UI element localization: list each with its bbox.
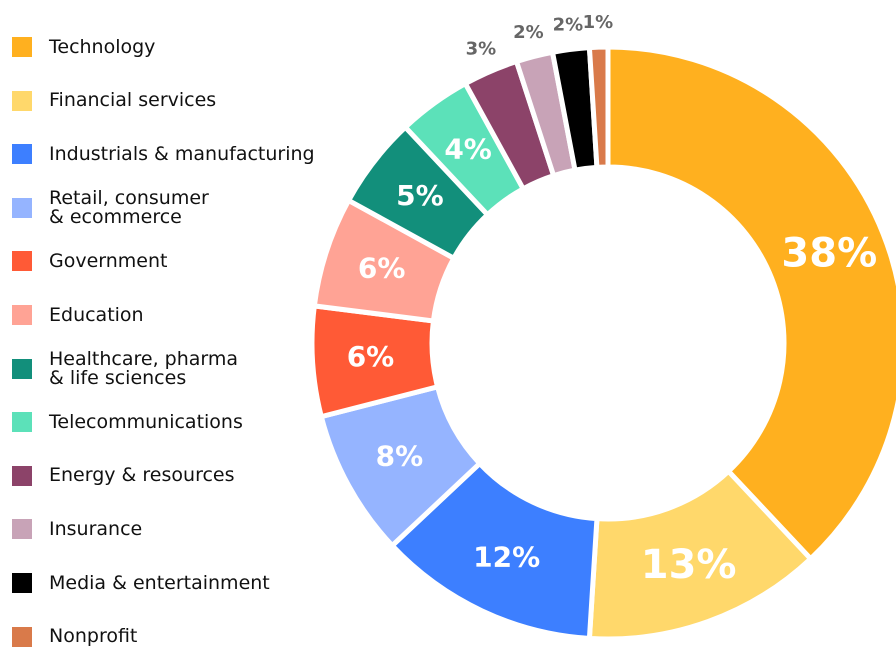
legend-label: Healthcare, pharma & life sciences — [49, 347, 239, 389]
donut-slice — [586, 44, 611, 170]
legend-swatch — [12, 144, 32, 165]
legend-swatch — [12, 412, 32, 433]
legend-item: Insurance — [12, 517, 142, 541]
value-label: 2% — [553, 15, 584, 36]
legend-label: Energy & resources — [49, 464, 235, 487]
value-label: 3% — [466, 38, 497, 59]
legend-item: Government — [12, 249, 168, 273]
legend-swatch — [12, 37, 32, 57]
value-label: 12% — [473, 540, 540, 573]
legend-item: Nonprofit — [12, 625, 137, 648]
legend-label: Education — [49, 303, 144, 326]
legend-label: Insurance — [49, 517, 143, 540]
legend-item: Education — [12, 303, 144, 327]
legend-swatch — [12, 305, 32, 325]
legend-item: Retail, consumer & ecommerce — [12, 188, 209, 226]
value-label: 5% — [396, 179, 444, 212]
value-label: 6% — [358, 251, 406, 284]
donut-slice — [605, 44, 896, 563]
legend-item: Energy & resources — [12, 464, 235, 488]
legend-label: Retail, consumer & ecommerce — [49, 186, 209, 228]
value-label: 38% — [781, 230, 877, 276]
legend-swatch — [12, 90, 32, 111]
legend-label: Telecommunications — [49, 410, 243, 433]
legend-label: Industrials & manufacturing — [49, 142, 315, 165]
legend-label: Financial services — [49, 89, 217, 112]
legend-swatch — [12, 465, 32, 486]
legend-item: Media & entertainment — [12, 571, 270, 595]
legend-swatch — [12, 626, 32, 647]
value-label: 1% — [583, 12, 614, 33]
legend-item: Telecommunications — [12, 410, 243, 434]
legend-swatch — [12, 251, 32, 272]
legend-label: Technology — [49, 35, 156, 58]
legend-item: Technology — [12, 35, 155, 59]
legend-swatch — [12, 519, 32, 540]
legend-swatch — [12, 358, 32, 379]
value-label: 4% — [444, 132, 492, 165]
legend-item: Healthcare, pharma & life sciences — [12, 349, 238, 387]
value-label: 13% — [641, 542, 737, 588]
value-label: 2% — [513, 22, 544, 43]
legend-label: Media & entertainment — [49, 571, 270, 594]
legend-label: Nonprofit — [49, 625, 138, 648]
legend-item: Financial services — [12, 89, 216, 113]
legend-swatch — [12, 197, 32, 218]
legend-swatch — [12, 573, 32, 593]
legend-label: Government — [49, 249, 168, 272]
legend-item: Industrials & manufacturing — [12, 142, 315, 166]
value-label: 6% — [347, 340, 395, 373]
value-label: 8% — [376, 440, 424, 473]
